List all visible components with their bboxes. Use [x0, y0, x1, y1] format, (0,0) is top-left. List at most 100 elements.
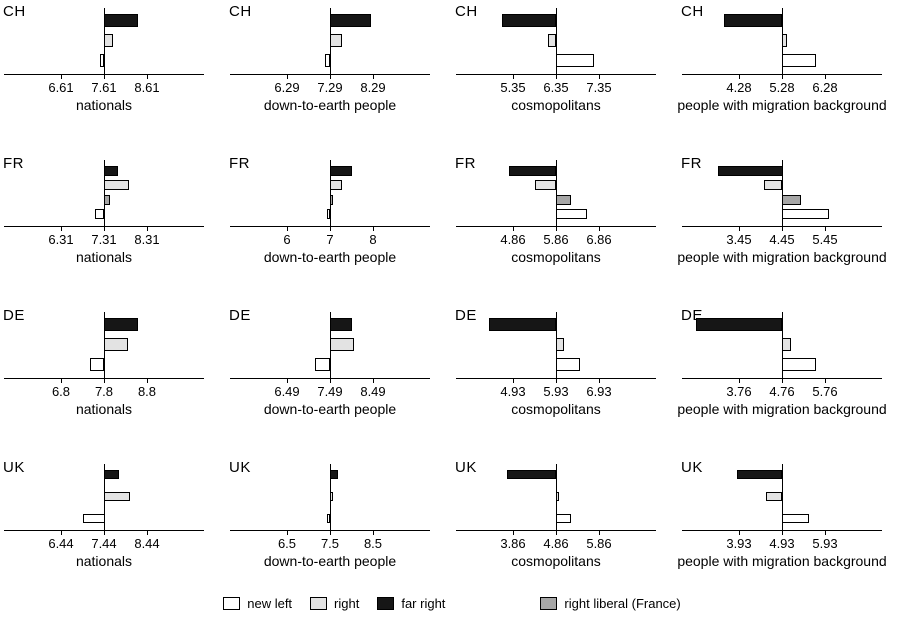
axis-tick-label: 7.31	[91, 232, 117, 247]
axis-tick-mark	[147, 74, 148, 79]
axis-tick-mark	[599, 530, 600, 535]
chart-panel-fr-cosmopolitans: FR 4.86 5.86 6.86 cosmopolitans	[452, 152, 678, 304]
axis-category-label: nationals	[75, 553, 133, 569]
reference-line	[556, 8, 557, 74]
panel-country-label: DE	[229, 307, 251, 324]
panel-country-label: CH	[229, 3, 252, 20]
bar-new-left	[556, 209, 587, 219]
bar-new-left	[315, 358, 330, 371]
bar-far-right	[104, 166, 118, 176]
bar-far-right	[330, 318, 352, 331]
reference-line	[330, 160, 331, 226]
axis-tick-label: 3.86	[500, 536, 526, 551]
chart-panel-uk-down-to-earth-people: UK 6.5 7.5 8.5 down-to-earth people	[226, 456, 452, 586]
axis-tick-mark	[104, 378, 105, 383]
axis-tick-mark	[287, 378, 288, 383]
legend-label: right	[334, 596, 360, 611]
bar-new-left	[556, 54, 594, 67]
bar-new-left	[782, 514, 809, 523]
axis-tick-mark	[330, 530, 331, 535]
bar-right	[330, 492, 333, 501]
bar-right	[330, 180, 342, 190]
axis-tick-mark	[739, 378, 740, 383]
axis-tick-mark	[513, 530, 514, 535]
bar-far-right	[696, 318, 782, 331]
axis-category-label: cosmopolitans	[511, 553, 601, 569]
reference-line	[556, 160, 557, 226]
chart-panel-fr-nationals: FR 6.31 7.31 8.31 nationals	[0, 152, 226, 304]
axis-tick-mark	[513, 74, 514, 79]
axis-category-label: down-to-earth people	[263, 401, 397, 417]
bar-right	[766, 492, 782, 501]
axis-tick-mark	[825, 378, 826, 383]
axis-category-label: cosmopolitans	[511, 249, 601, 265]
bar-new-left	[83, 514, 105, 523]
axis-tick-mark	[330, 378, 331, 383]
bar-far-right	[104, 14, 138, 27]
bar-right	[104, 492, 130, 501]
chart-panel-de-cosmopolitans: DE 4.93 5.93 6.93 cosmopolitans	[452, 304, 678, 456]
legend-item-right: right	[310, 596, 359, 611]
axis-tick-label: 6.31	[48, 232, 74, 247]
bar-new-left	[325, 54, 330, 67]
panel-country-label: UK	[3, 459, 25, 476]
legend-swatch-new-left	[223, 597, 241, 610]
bar-right-liberal-france	[330, 195, 333, 205]
axis-tick-label: 8.44	[134, 536, 160, 551]
bar-right	[104, 34, 113, 47]
axis-tick-label: 5.45	[812, 232, 838, 247]
axis-tick-label: 3.93	[726, 536, 752, 551]
bar-new-left	[327, 514, 330, 523]
axis-tick-mark	[287, 226, 288, 231]
panel-country-label: FR	[229, 155, 250, 172]
bar-right	[556, 338, 564, 351]
axis-tick-mark	[599, 226, 600, 231]
axis-tick-label: 5.86	[543, 232, 569, 247]
axis-tick-label: 8.5	[363, 536, 383, 551]
chart-panel-de-nationals: DE 6.8 7.8 8.8 nationals	[0, 304, 226, 456]
axis-tick-label: 6	[283, 232, 291, 247]
panel-country-label: CH	[681, 3, 704, 20]
axis-tick-label: 8.8	[137, 384, 157, 399]
chart-panel-fr-people-with-migration-background: FR 3.45 4.45 5.45 people with migration back…	[677, 152, 904, 304]
axis-tick-mark	[556, 378, 557, 383]
legend-item-new-left: new left	[223, 596, 292, 611]
bar-far-right	[507, 470, 556, 479]
chart-panel-ch-down-to-earth-people: CH 6.29 7.29 8.29 down-to-earth people	[226, 0, 452, 152]
bar-new-left	[782, 54, 816, 67]
axis-tick-label: 8.31	[134, 232, 160, 247]
axis-tick-mark	[739, 226, 740, 231]
axis-tick-label: 7.49	[317, 384, 343, 399]
axis-tick-label: 6.61	[48, 80, 74, 95]
bar-far-right	[330, 470, 338, 479]
axis-tick-mark	[147, 530, 148, 535]
bar-right	[330, 34, 342, 47]
axis-tick-mark	[104, 226, 105, 231]
axis-tick-mark	[61, 530, 62, 535]
axis-tick-label: 5.93	[543, 384, 569, 399]
axis-tick-mark	[782, 74, 783, 79]
axis-tick-label: 4.28	[726, 80, 752, 95]
axis-tick-label: 6.49	[274, 384, 300, 399]
bar-right	[104, 338, 128, 351]
chart-panel-de-people-with-migration-background: DE 3.76 4.76 5.76 people with migration back…	[677, 304, 904, 456]
bar-right	[535, 180, 556, 190]
chart-panel-uk-people-with-migration-background: UK 3.93 4.93 5.93 people with migration back…	[677, 456, 904, 586]
axis-category-label: down-to-earth people	[263, 553, 397, 569]
bar-right-liberal-france	[782, 195, 801, 205]
axis-tick-mark	[287, 74, 288, 79]
axis-tick-label: 6.44	[48, 536, 74, 551]
chart-panel-ch-people-with-migration-background: CH 4.28 5.28 6.28 people with migration back…	[677, 0, 904, 152]
bar-right-liberal-france	[556, 195, 571, 205]
bar-far-right	[489, 318, 556, 331]
axis-tick-label: 8.29	[360, 80, 386, 95]
axis-tick-label: 5.93	[812, 536, 838, 551]
axis-tick-label: 8.61	[134, 80, 160, 95]
legend-label: far right	[401, 596, 446, 611]
axis-tick-mark	[556, 530, 557, 535]
axis-tick-label: 4.76	[769, 384, 795, 399]
bar-far-right	[509, 166, 556, 176]
panel-country-label: DE	[3, 307, 25, 324]
bar-new-left	[327, 209, 330, 219]
bar-far-right	[330, 14, 371, 27]
